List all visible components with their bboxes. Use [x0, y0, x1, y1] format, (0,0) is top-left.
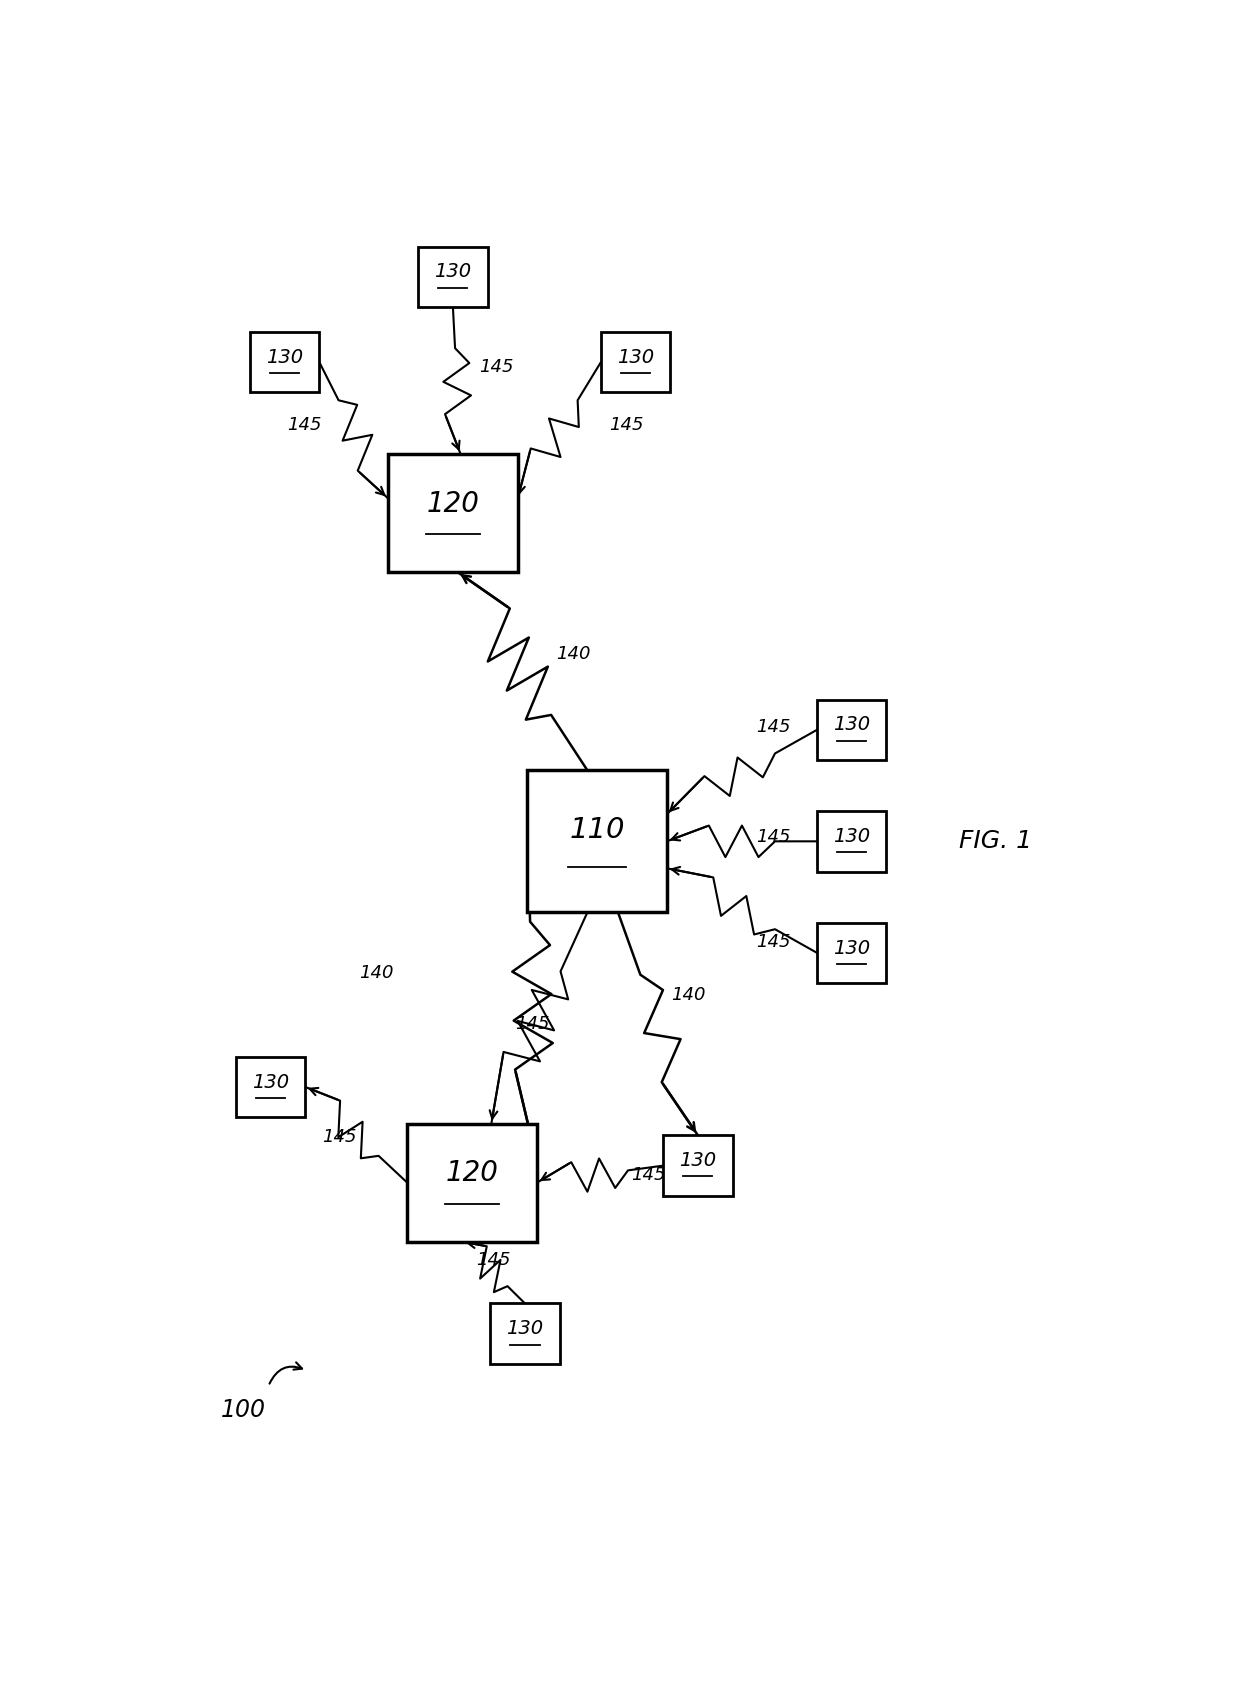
- Bar: [250, 332, 320, 392]
- Text: 130: 130: [833, 938, 870, 958]
- Text: 120: 120: [427, 489, 480, 518]
- Text: 145: 145: [755, 933, 790, 951]
- Text: 145: 145: [476, 1251, 511, 1269]
- Bar: [418, 247, 487, 307]
- Text: 130: 130: [267, 348, 304, 367]
- Text: 140: 140: [671, 985, 706, 1004]
- Bar: [407, 1124, 537, 1241]
- Bar: [236, 1057, 305, 1117]
- Text: 130: 130: [252, 1072, 289, 1091]
- Bar: [817, 812, 887, 871]
- Bar: [817, 922, 887, 984]
- Text: 130: 130: [506, 1320, 543, 1338]
- Text: FIG. 1: FIG. 1: [960, 829, 1033, 852]
- Text: 145: 145: [631, 1166, 665, 1183]
- Text: 130: 130: [434, 263, 471, 281]
- Bar: [388, 454, 518, 573]
- Text: 145: 145: [479, 358, 513, 377]
- Text: 145: 145: [755, 718, 790, 737]
- Bar: [817, 699, 887, 760]
- Text: 140: 140: [556, 644, 590, 663]
- Bar: [490, 1303, 559, 1364]
- Text: 130: 130: [833, 716, 870, 735]
- Bar: [663, 1136, 733, 1195]
- Text: 145: 145: [322, 1127, 357, 1146]
- Text: 140: 140: [358, 963, 393, 982]
- Text: 145: 145: [755, 829, 790, 846]
- Text: 145: 145: [609, 416, 644, 435]
- Text: 145: 145: [286, 416, 321, 435]
- Bar: [527, 771, 667, 912]
- Text: 120: 120: [445, 1159, 498, 1187]
- Text: 110: 110: [569, 817, 625, 844]
- Text: 130: 130: [680, 1151, 717, 1170]
- Bar: [601, 332, 670, 392]
- Text: 130: 130: [618, 348, 653, 367]
- Text: 145: 145: [516, 1014, 549, 1033]
- Text: 100: 100: [221, 1398, 265, 1422]
- Text: 130: 130: [833, 827, 870, 846]
